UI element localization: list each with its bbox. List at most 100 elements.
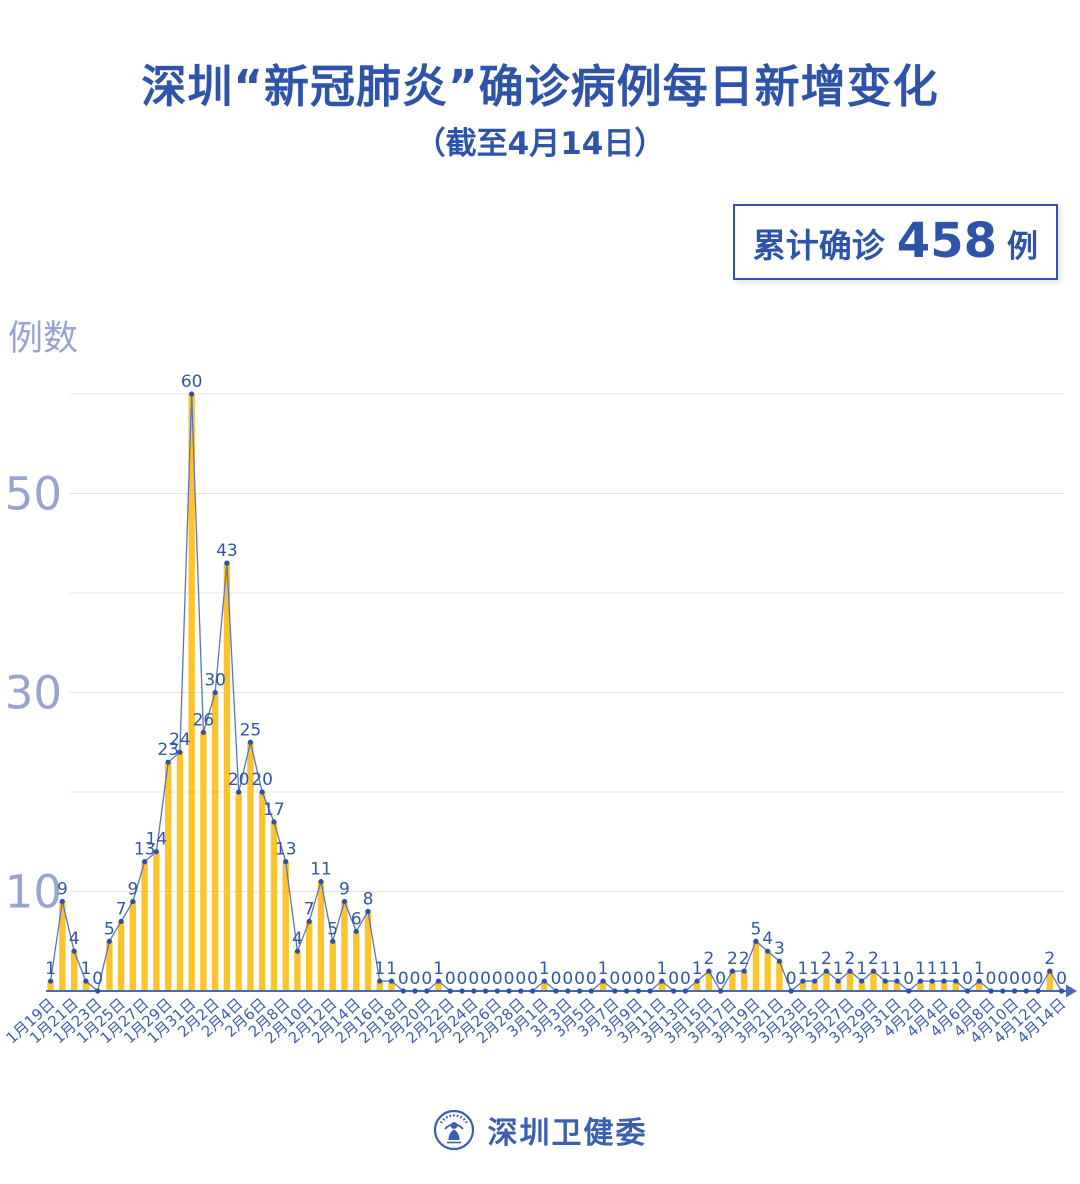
value-label: 1 (809, 959, 820, 979)
bar (306, 921, 313, 991)
value-label: 0 (986, 969, 997, 989)
value-label: 1 (798, 959, 809, 979)
bar (435, 981, 442, 991)
value-label: 11 (310, 860, 332, 880)
value-label: 1 (939, 959, 950, 979)
data-point (177, 749, 183, 755)
bar (282, 861, 289, 991)
footer: 深圳卫健委 (0, 1108, 1080, 1152)
data-point (776, 958, 783, 964)
value-label: 1 (45, 959, 56, 979)
value-label: 0 (645, 969, 656, 989)
value-label: 1 (692, 959, 703, 979)
value-label: 23 (157, 740, 179, 760)
data-point (471, 988, 477, 994)
value-label: 0 (621, 969, 632, 989)
value-label: 5 (327, 919, 338, 939)
data-point (659, 978, 665, 984)
value-label: 0 (445, 969, 456, 989)
value-label: 20 (251, 770, 273, 790)
data-point (95, 988, 101, 994)
data-point (553, 988, 559, 994)
data-point (976, 978, 982, 984)
data-point (83, 978, 89, 984)
data-point (576, 988, 583, 994)
value-label: 1 (539, 959, 550, 979)
value-label: 0 (92, 969, 103, 989)
value-label: 0 (527, 969, 538, 989)
data-point (741, 968, 747, 974)
data-point (541, 978, 547, 984)
value-label: 5 (750, 919, 761, 939)
bar (764, 951, 771, 991)
data-point (189, 391, 195, 397)
value-label: 0 (1056, 969, 1067, 989)
data-point (729, 968, 735, 974)
data-point (318, 878, 324, 885)
value-label: 1 (386, 959, 397, 979)
data-point (306, 918, 312, 924)
value-label: 3 (774, 939, 785, 959)
data-point (835, 978, 841, 984)
data-point (106, 938, 112, 944)
value-label: 0 (515, 969, 526, 989)
data-point (353, 928, 359, 934)
data-point (964, 988, 971, 994)
value-label: 1 (974, 959, 985, 979)
data-point (894, 978, 900, 984)
data-point (600, 978, 606, 984)
bar (917, 981, 924, 991)
data-point (565, 988, 571, 994)
value-label: 2 (1044, 949, 1055, 969)
org-name: 深圳卫健委 (487, 1116, 648, 1151)
bar (929, 981, 936, 991)
data-point (1011, 988, 1018, 994)
page-subtitle: （截至4月14日） (414, 126, 666, 162)
bar (211, 692, 219, 991)
bar (976, 981, 983, 991)
value-label: 0 (421, 969, 432, 989)
value-label: 0 (903, 969, 914, 989)
value-label: 5 (104, 919, 115, 939)
data-point (623, 988, 630, 994)
bar (799, 981, 807, 991)
data-point (494, 988, 500, 994)
bar (223, 563, 231, 991)
data-point (153, 849, 159, 855)
bar (117, 921, 125, 991)
data-point (812, 978, 818, 984)
data-point (330, 938, 336, 944)
y-axis-title: 例数 (8, 319, 79, 359)
data-point (447, 988, 453, 994)
bar (329, 941, 336, 991)
data-point (706, 968, 712, 974)
bar (729, 971, 736, 991)
bar (258, 792, 266, 991)
bar (658, 981, 666, 991)
bar (752, 941, 760, 991)
value-label: 2 (821, 949, 832, 969)
bar (270, 821, 278, 991)
org-logo-icon (433, 1109, 474, 1151)
value-label: 4 (762, 929, 773, 949)
value-label: 0 (586, 969, 597, 989)
bar (317, 881, 325, 991)
value-label: 2 (739, 949, 750, 969)
value-label: 7 (116, 899, 127, 919)
value-label: 1 (856, 959, 867, 979)
value-label: 43 (216, 541, 238, 561)
logo-arc-text (439, 1114, 468, 1124)
value-label: 9 (339, 879, 350, 899)
value-label: 60 (181, 372, 203, 392)
value-label: 1 (915, 959, 926, 979)
value-label: 0 (997, 969, 1008, 989)
data-point (1058, 988, 1065, 994)
value-label: 0 (668, 969, 679, 989)
value-label: 0 (962, 969, 973, 989)
value-label: 13 (275, 840, 297, 860)
value-label: 0 (680, 969, 691, 989)
value-label: 7 (304, 899, 315, 919)
data-point (48, 978, 54, 984)
value-label: 1 (598, 959, 609, 979)
